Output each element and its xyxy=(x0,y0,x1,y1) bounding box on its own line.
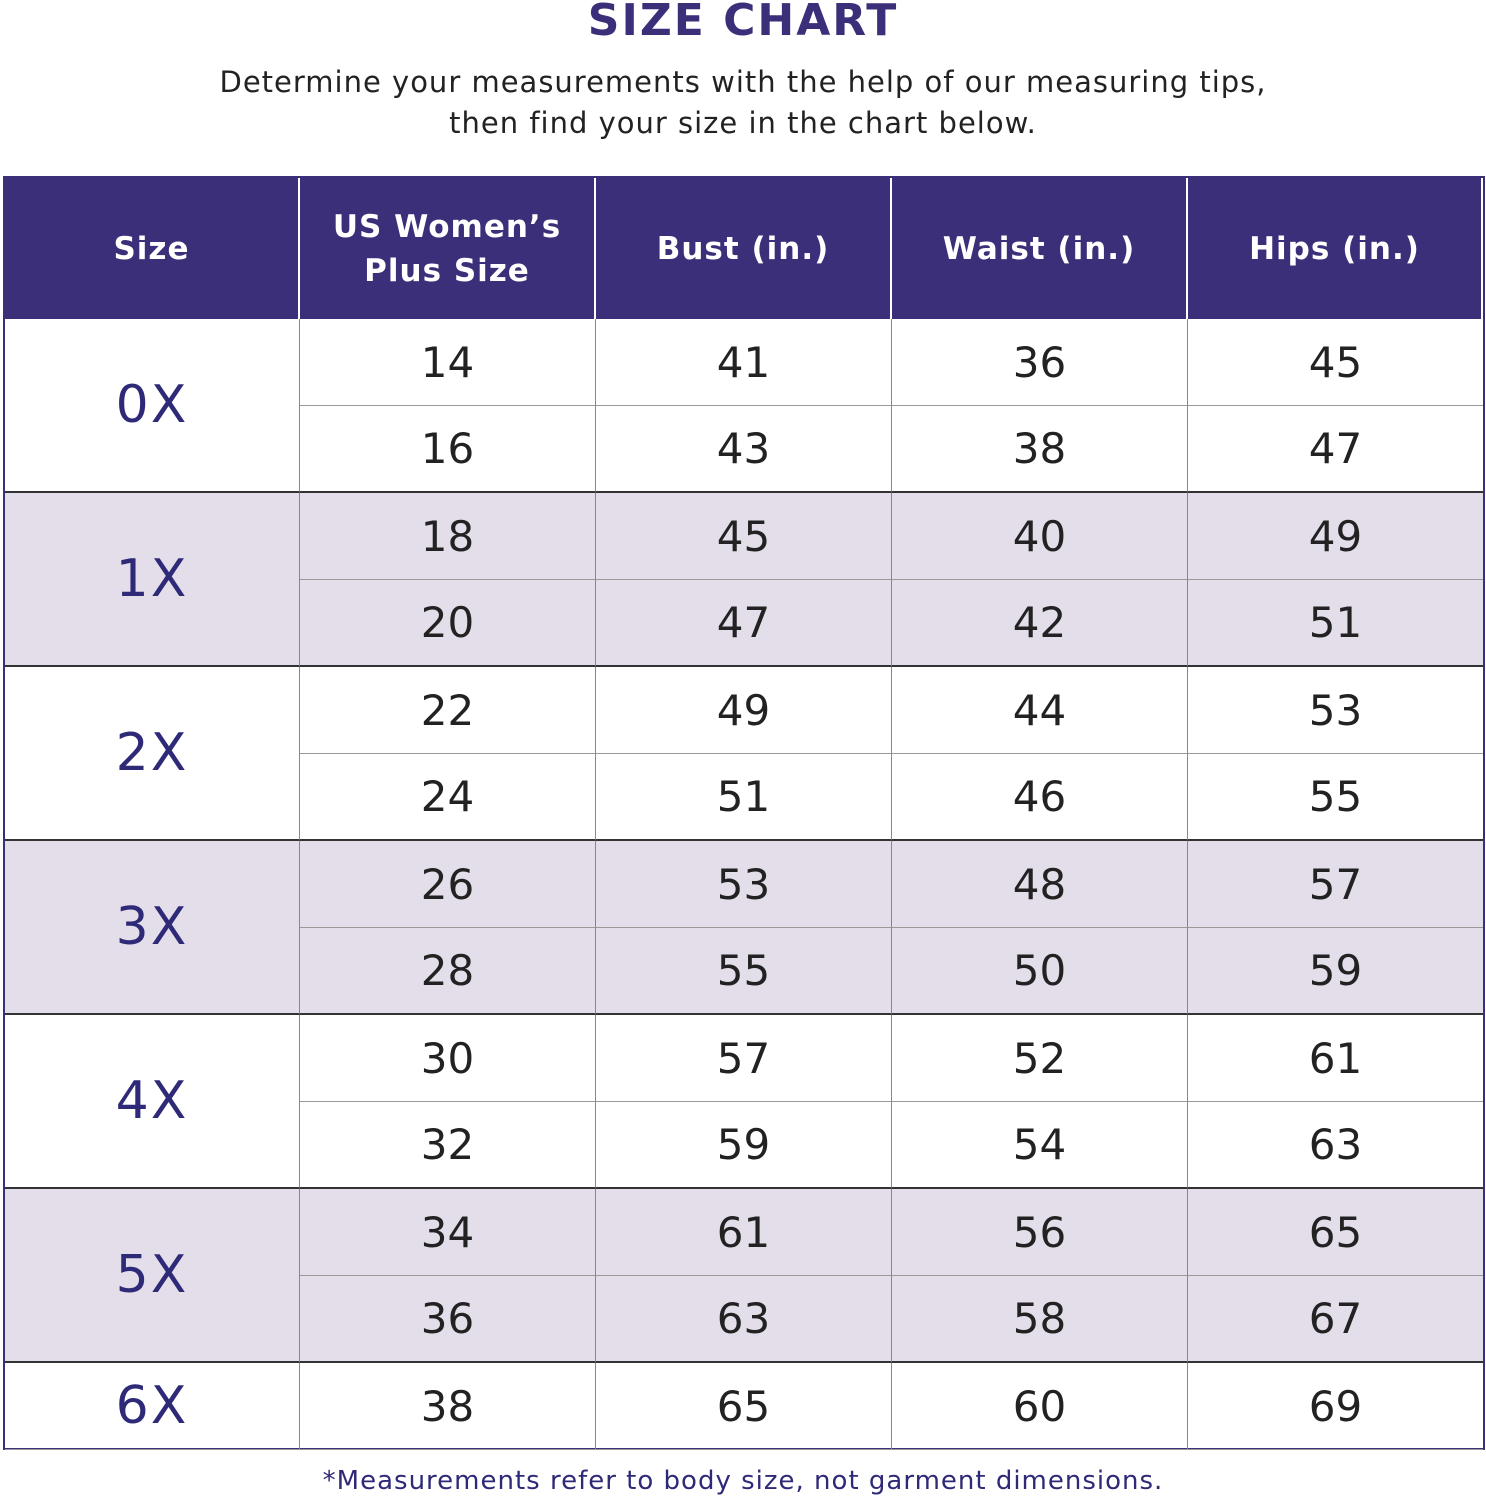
table-cell: 14 xyxy=(300,319,596,406)
table-cell: 53 xyxy=(1188,667,1483,754)
table-cell: 63 xyxy=(1188,1102,1483,1189)
column-header: Size xyxy=(5,178,300,319)
table-cell: 51 xyxy=(1188,580,1483,667)
table-cell: 67 xyxy=(1188,1276,1483,1363)
table-cell: 16 xyxy=(300,406,596,493)
table-cell: 60 xyxy=(892,1363,1188,1450)
table-cell: 22 xyxy=(300,667,596,754)
column-header: Hips (in.) xyxy=(1188,178,1483,319)
column-header: Waist (in.) xyxy=(892,178,1188,319)
table-cell: 43 xyxy=(596,406,892,493)
table-cell: 45 xyxy=(596,493,892,580)
table-cell: 48 xyxy=(892,841,1188,928)
column-header: US Women’s Plus Size xyxy=(300,178,596,319)
table-cell: 38 xyxy=(892,406,1188,493)
table-cell: 69 xyxy=(1188,1363,1483,1450)
table-cell: 59 xyxy=(1188,928,1483,1015)
table-cell: 49 xyxy=(596,667,892,754)
table-cell: 20 xyxy=(300,580,596,667)
table-cell: 47 xyxy=(1188,406,1483,493)
size-label: 3X xyxy=(5,841,300,1015)
table-cell: 28 xyxy=(300,928,596,1015)
footnote: *Measurements refer to body size, not ga… xyxy=(322,1466,1164,1496)
table-cell: 56 xyxy=(892,1189,1188,1276)
table-cell: 40 xyxy=(892,493,1188,580)
table-cell: 49 xyxy=(1188,493,1483,580)
page-title: SIZE CHART xyxy=(587,0,899,46)
subtitle-line-2: then find your size in the chart below. xyxy=(449,106,1037,140)
subtitle-line-1: Determine your measurements with the hel… xyxy=(219,65,1267,99)
size-label: 4X xyxy=(5,1015,300,1189)
table-cell: 65 xyxy=(596,1363,892,1450)
table-cell: 30 xyxy=(300,1015,596,1102)
size-label: 1X xyxy=(5,493,300,667)
table-cell: 55 xyxy=(596,928,892,1015)
table-cell: 32 xyxy=(300,1102,596,1189)
table-cell: 18 xyxy=(300,493,596,580)
size-label: 5X xyxy=(5,1189,300,1363)
table-cell: 58 xyxy=(892,1276,1188,1363)
table-cell: 42 xyxy=(892,580,1188,667)
size-label: 0X xyxy=(5,319,300,493)
table-cell: 57 xyxy=(1188,841,1483,928)
column-header: Bust (in.) xyxy=(596,178,892,319)
table-cell: 46 xyxy=(892,754,1188,841)
table-cell: 36 xyxy=(892,319,1188,406)
table-cell: 57 xyxy=(596,1015,892,1102)
table-cell: 52 xyxy=(892,1015,1188,1102)
table-cell: 63 xyxy=(596,1276,892,1363)
table-cell: 26 xyxy=(300,841,596,928)
table-cell: 61 xyxy=(596,1189,892,1276)
size-label: 6X xyxy=(5,1363,300,1450)
table-cell: 45 xyxy=(1188,319,1483,406)
table-cell: 65 xyxy=(1188,1189,1483,1276)
table-cell: 34 xyxy=(300,1189,596,1276)
table-cell: 51 xyxy=(596,754,892,841)
table-cell: 54 xyxy=(892,1102,1188,1189)
table-cell: 41 xyxy=(596,319,892,406)
table-cell: 55 xyxy=(1188,754,1483,841)
table-cell: 61 xyxy=(1188,1015,1483,1102)
table-cell: 36 xyxy=(300,1276,596,1363)
table-cell: 47 xyxy=(596,580,892,667)
table-cell: 50 xyxy=(892,928,1188,1015)
table-cell: 24 xyxy=(300,754,596,841)
table-cell: 44 xyxy=(892,667,1188,754)
size-label: 2X xyxy=(5,667,300,841)
table-cell: 53 xyxy=(596,841,892,928)
table-cell: 59 xyxy=(596,1102,892,1189)
size-chart-table: Size US Women’s Plus Size Bust (in.) Waist … xyxy=(3,176,1485,1450)
subtitle: Determine your measurements with the hel… xyxy=(0,62,1486,144)
table-cell: 38 xyxy=(300,1363,596,1450)
